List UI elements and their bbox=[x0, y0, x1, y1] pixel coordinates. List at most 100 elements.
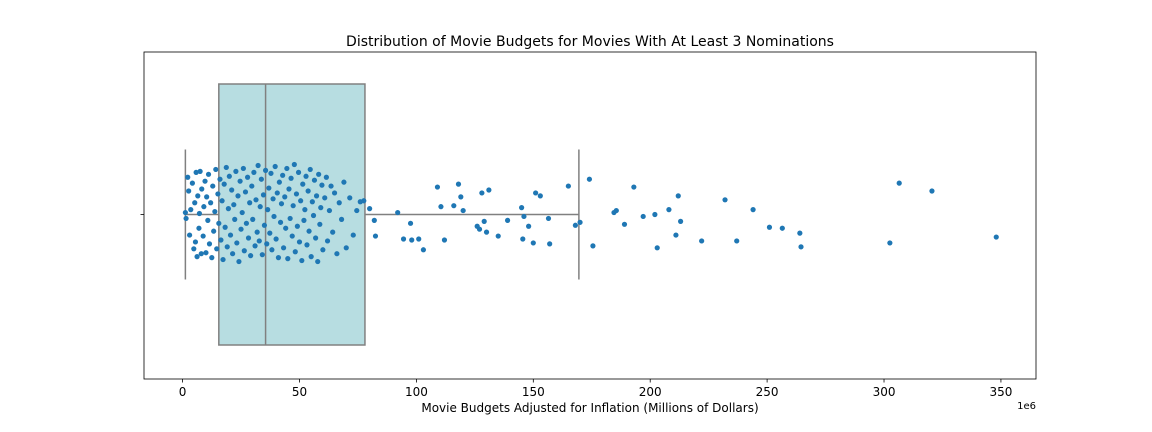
data-point bbox=[699, 238, 705, 244]
data-point bbox=[486, 187, 492, 193]
data-point bbox=[264, 241, 270, 247]
data-point bbox=[929, 188, 935, 194]
data-point bbox=[631, 184, 637, 190]
data-point bbox=[577, 219, 583, 225]
data-point bbox=[295, 169, 302, 175]
data-point bbox=[198, 251, 204, 257]
data-point bbox=[186, 232, 193, 238]
data-point bbox=[460, 207, 466, 214]
data-point bbox=[248, 253, 254, 259]
data-point bbox=[303, 173, 309, 179]
data-point bbox=[183, 215, 189, 222]
data-point bbox=[205, 171, 212, 177]
data-point bbox=[209, 255, 215, 261]
data-point bbox=[203, 250, 209, 256]
data-point bbox=[371, 217, 377, 223]
data-point bbox=[206, 241, 213, 247]
x-axis-ticks: 0 50 100 150 200 250 300 350 bbox=[179, 379, 1012, 399]
data-point bbox=[341, 179, 347, 185]
data-point bbox=[420, 247, 427, 253]
data-point bbox=[290, 203, 296, 209]
data-point bbox=[268, 170, 274, 176]
data-point bbox=[343, 245, 349, 251]
x-tick-label: 350 bbox=[989, 385, 1012, 399]
data-point bbox=[779, 225, 785, 231]
data-point bbox=[308, 254, 314, 260]
data-point bbox=[519, 205, 525, 211]
data-point bbox=[267, 230, 273, 236]
data-point bbox=[296, 239, 303, 245]
data-point bbox=[208, 200, 214, 206]
data-point bbox=[213, 166, 219, 173]
data-point bbox=[301, 217, 307, 223]
data-point bbox=[299, 257, 305, 264]
data-point bbox=[750, 207, 756, 213]
data-point bbox=[347, 195, 353, 201]
x-tick-label: 150 bbox=[522, 385, 545, 399]
data-point bbox=[324, 238, 331, 244]
data-point bbox=[286, 186, 292, 192]
data-point bbox=[273, 236, 279, 242]
data-point bbox=[271, 213, 277, 220]
data-point bbox=[225, 206, 232, 212]
data-point bbox=[216, 220, 222, 226]
data-point bbox=[196, 210, 203, 217]
data-point bbox=[195, 193, 201, 199]
data-point bbox=[233, 168, 239, 174]
data-point bbox=[218, 237, 224, 243]
data-point bbox=[483, 229, 490, 235]
data-point bbox=[270, 196, 276, 202]
data-point bbox=[621, 221, 628, 227]
data-point bbox=[310, 212, 317, 219]
data-point bbox=[210, 183, 216, 189]
data-point bbox=[326, 207, 333, 214]
data-point bbox=[526, 223, 532, 229]
data-point bbox=[227, 232, 234, 238]
data-point bbox=[255, 162, 261, 169]
data-point bbox=[350, 232, 356, 238]
data-point bbox=[253, 197, 259, 203]
data-point bbox=[223, 164, 229, 171]
data-point bbox=[313, 193, 320, 199]
data-point bbox=[586, 176, 593, 182]
data-point bbox=[243, 220, 250, 226]
data-point bbox=[278, 201, 285, 207]
data-point bbox=[675, 193, 681, 199]
data-point bbox=[316, 171, 322, 177]
data-point bbox=[530, 240, 536, 246]
data-point bbox=[282, 194, 288, 200]
data-point bbox=[395, 209, 401, 216]
data-point bbox=[521, 213, 527, 220]
data-point bbox=[734, 238, 740, 244]
data-point bbox=[238, 226, 244, 232]
data-point bbox=[798, 244, 804, 250]
data-point bbox=[640, 213, 646, 220]
data-point bbox=[229, 187, 235, 193]
data-point bbox=[305, 188, 311, 194]
data-point bbox=[244, 174, 251, 180]
data-point bbox=[565, 183, 571, 189]
data-point bbox=[234, 240, 240, 246]
data-point bbox=[322, 195, 328, 201]
data-point bbox=[287, 215, 293, 222]
data-point bbox=[262, 167, 269, 173]
data-point bbox=[269, 247, 275, 253]
data-point bbox=[481, 218, 487, 224]
data-point bbox=[372, 233, 379, 239]
data-point bbox=[336, 200, 342, 206]
data-point bbox=[504, 217, 511, 223]
data-point bbox=[193, 169, 199, 175]
data-point bbox=[323, 174, 329, 180]
x-tick-label: 200 bbox=[639, 385, 662, 399]
data-point bbox=[654, 245, 660, 251]
data-point bbox=[219, 198, 225, 204]
data-point bbox=[547, 241, 553, 247]
data-point bbox=[306, 228, 312, 234]
plot-frame bbox=[143, 51, 1037, 380]
x-tick-label: 50 bbox=[292, 385, 307, 399]
data-point bbox=[245, 235, 252, 241]
data-point bbox=[275, 255, 282, 261]
data-point bbox=[239, 209, 245, 216]
data-point bbox=[261, 222, 268, 228]
x-tick-label: 300 bbox=[873, 385, 896, 399]
